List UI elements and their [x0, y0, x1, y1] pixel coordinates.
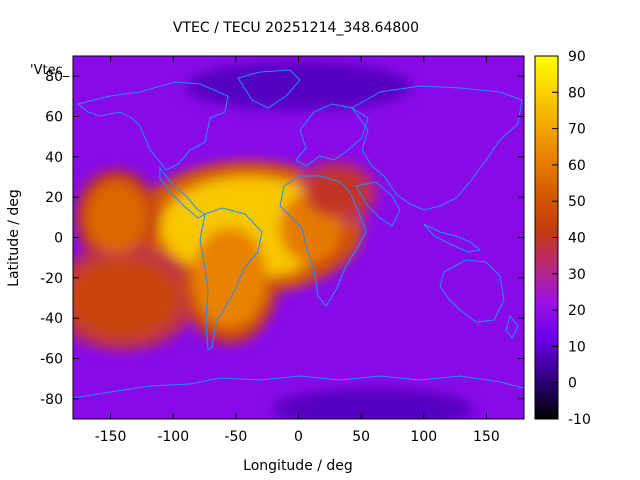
antarctica-outline — [73, 375, 524, 419]
x-tick-label: -150 — [95, 429, 127, 445]
y-tick-label: -80 — [40, 392, 63, 408]
south-america-outline — [199, 207, 263, 351]
central-america-outline — [159, 166, 207, 219]
heatmap-area — [73, 56, 524, 419]
arabia-india-outline — [355, 181, 401, 227]
key-label: 'Vtec_ — [30, 63, 70, 78]
colorbar-tick-label: 30 — [568, 267, 586, 283]
europe-outline — [295, 103, 369, 167]
y-tick-label: -40 — [40, 311, 63, 327]
greenland-outline — [237, 69, 301, 109]
y-tick-label: -20 — [40, 271, 63, 287]
x-tick-label: -50 — [224, 429, 247, 445]
colorbar-tick-label: 90 — [568, 49, 586, 65]
y-tick-label: 20 — [45, 190, 63, 206]
heatmap-region-south-america — [192, 227, 268, 329]
y-tick-label: 60 — [45, 110, 63, 126]
colorbar-tick-label: 80 — [568, 85, 586, 101]
x-axis-label: Longitude / deg — [243, 458, 353, 474]
heatmap-region-south-pacific — [73, 257, 180, 339]
x-axis-ticks: -150 -100 -50 0 50 100 150 — [95, 56, 500, 445]
continent-outlines — [73, 69, 524, 419]
y-tick-label: 40 — [45, 150, 63, 166]
colorbar-tick-label: 0 — [568, 376, 577, 392]
africa-outline — [279, 175, 367, 307]
heatmap-region-antarctic-low — [273, 388, 474, 419]
colorbar-tick-label: -10 — [568, 412, 591, 428]
australia-outline — [439, 259, 505, 323]
y-tick-label: 80 — [45, 69, 63, 85]
north-america-outline — [76, 81, 229, 171]
southeast-asia-islands-outline — [423, 223, 482, 253]
y-axis-label: Latitude / deg — [6, 189, 22, 287]
heatmap-region-north-africa — [304, 168, 368, 218]
y-axis-ticks: -80 -60 -40 -20 0 20 40 60 80 — [40, 69, 524, 408]
x-tick-label: -100 — [157, 429, 189, 445]
x-tick-label: 150 — [473, 429, 500, 445]
chart-title: VTEC / TECU 20251214_348.64800 — [173, 20, 419, 36]
colorbar-tick-label: 40 — [568, 231, 586, 247]
colorbar-tick-label: 50 — [568, 194, 586, 210]
y-tick-label: -60 — [40, 352, 63, 368]
x-tick-label: 100 — [410, 429, 437, 445]
x-tick-label: 50 — [352, 429, 370, 445]
colorbar-tick-label: 20 — [568, 303, 586, 319]
colorbar-tick-label: 10 — [568, 339, 586, 355]
x-tick-label: 0 — [294, 429, 303, 445]
colorbar-tick-label: 60 — [568, 158, 586, 174]
heatmap-region-eastern-pacific-north — [85, 181, 149, 254]
colorbar-tick-label: 70 — [568, 122, 586, 138]
asia-outline — [351, 85, 523, 211]
colorbar-ticks: -10 0 10 20 30 40 50 60 70 80 90 — [552, 49, 591, 428]
y-tick-label: 0 — [54, 231, 63, 247]
heatmap-region-arctic-low — [185, 62, 412, 111]
new-zealand-outline — [505, 314, 519, 339]
